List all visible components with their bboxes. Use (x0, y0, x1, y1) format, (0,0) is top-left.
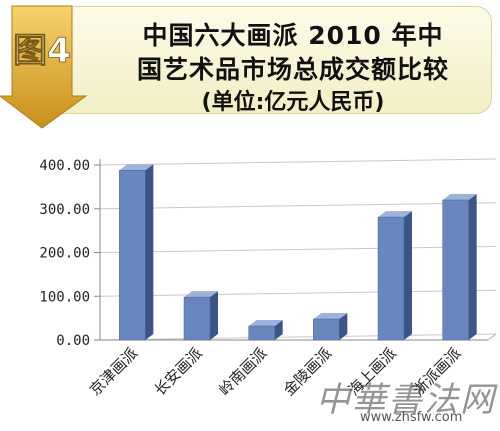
bar (442, 199, 469, 341)
bar (119, 170, 146, 341)
x-tick-label: 京津画派 (86, 344, 141, 399)
x-axis-depth (487, 333, 497, 341)
badge-arrow: 图4 (0, 5, 88, 129)
bar-side (468, 194, 477, 340)
bar (313, 318, 340, 341)
bar-top (442, 194, 477, 200)
bar-top (248, 320, 283, 326)
bar (248, 325, 275, 341)
chart-unit: (单位:亿元人民币) (201, 90, 385, 115)
bar-side (210, 291, 218, 340)
chart-title-line-2: 国艺术品市场总成交额比较 (136, 55, 449, 84)
bar-top (313, 313, 348, 319)
watermark-chinese: 中華書法网 (316, 380, 496, 420)
y-tick-label: 300.00 (39, 202, 90, 218)
y-tick-label: 100.00 (39, 289, 90, 305)
bar-side (339, 313, 348, 340)
badge-text: 图4 (13, 31, 71, 71)
x-tick-label: 长安画派 (151, 344, 206, 399)
chart-title-line-1: 中国六大画派 2010 年中 (142, 21, 444, 50)
header: 图4 中国六大画派 2010 年中 国艺术品市场总成交额比较 (单位:亿元人民币… (0, 0, 500, 129)
header-box (12, 6, 492, 114)
bar-side (145, 164, 154, 340)
gridline (99, 158, 497, 166)
bar (183, 296, 211, 341)
gridline (99, 333, 497, 341)
gridline (99, 202, 497, 210)
gridline (99, 289, 497, 297)
bar-side (274, 320, 283, 340)
y-tick-label: 400.00 (39, 158, 90, 174)
bar-side (404, 211, 412, 340)
y-tick-label: 0.00 (56, 333, 90, 349)
gridline (99, 246, 497, 253)
y-tick-label: 200.00 (39, 246, 90, 262)
bar-top (184, 291, 218, 298)
bar-top (119, 164, 154, 171)
bar-top (378, 211, 412, 218)
watermark-url: www.zhsfw.com (360, 410, 463, 425)
bar (377, 216, 405, 341)
x-tick-label: 岭南画派 (215, 344, 270, 399)
